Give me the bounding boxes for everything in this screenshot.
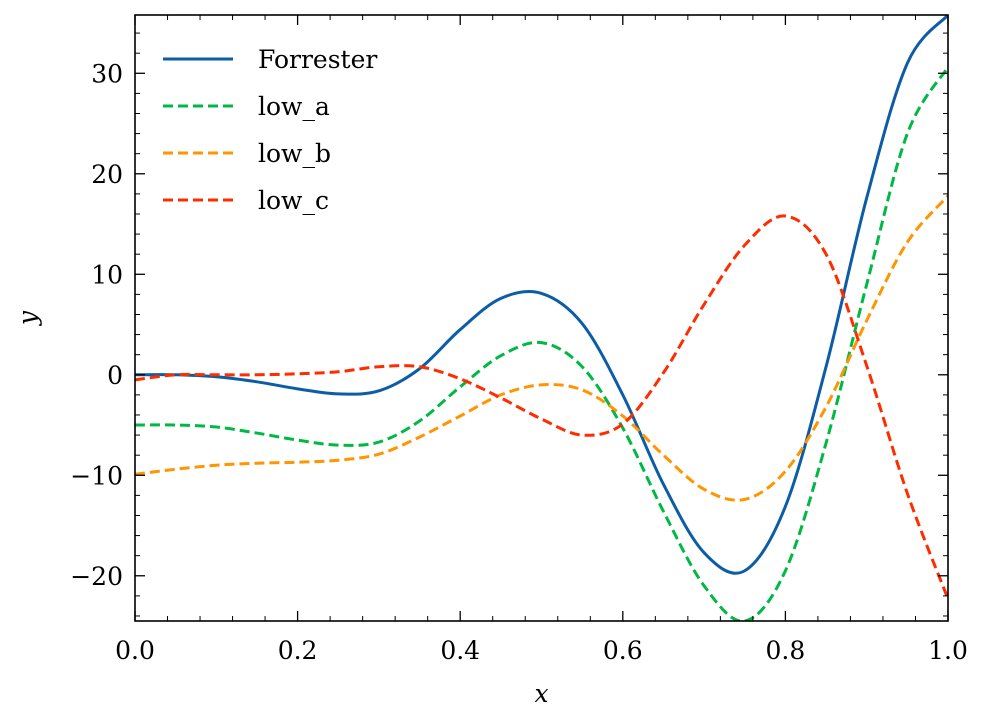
x-tick-label: 0.2 xyxy=(278,636,318,665)
legend-label: low_c xyxy=(258,186,329,215)
tick-labels-layer: 0.0 0.2 0.4 0.6 0.8 1.0 −20 −10 0 10 20 30 xyxy=(70,59,968,665)
series-line-low-b xyxy=(135,194,948,502)
series-line-low-c xyxy=(135,214,948,600)
x-tick-label: 1.0 xyxy=(928,636,968,665)
y-tick-label: 20 xyxy=(91,160,123,189)
x-tick-label: 0.4 xyxy=(440,636,480,665)
series-line-forrester xyxy=(135,15,948,575)
x-tick-label: 0.8 xyxy=(766,636,806,665)
legend-entry: low_b xyxy=(163,139,331,168)
legend-label: Forrester xyxy=(258,45,377,74)
y-tick-label: 30 xyxy=(91,59,123,88)
y-tick-label: 10 xyxy=(91,260,123,289)
plot-area xyxy=(134,14,949,622)
legend-label: low_a xyxy=(258,92,330,121)
legend-entry: low_c xyxy=(163,186,329,215)
y-tick-label: −20 xyxy=(70,562,123,591)
series-line-low-a xyxy=(135,66,948,621)
x-tick-label: 0.0 xyxy=(115,636,155,665)
x-tick-label: 0.6 xyxy=(603,636,643,665)
y-tick-label: −10 xyxy=(70,461,123,490)
legend-label: low_b xyxy=(258,139,331,168)
legend-entry: Forrester xyxy=(163,45,377,74)
ticks-layer xyxy=(134,15,949,621)
legend-entry: low_a xyxy=(163,92,330,121)
y-tick-label: 0 xyxy=(107,361,123,390)
x-axis-label: x xyxy=(534,679,548,708)
plot-frame xyxy=(134,14,949,622)
legend: Forrester low_a low_b low_c xyxy=(163,45,377,215)
series-layer xyxy=(135,15,948,621)
y-axis-label: y xyxy=(13,310,42,326)
